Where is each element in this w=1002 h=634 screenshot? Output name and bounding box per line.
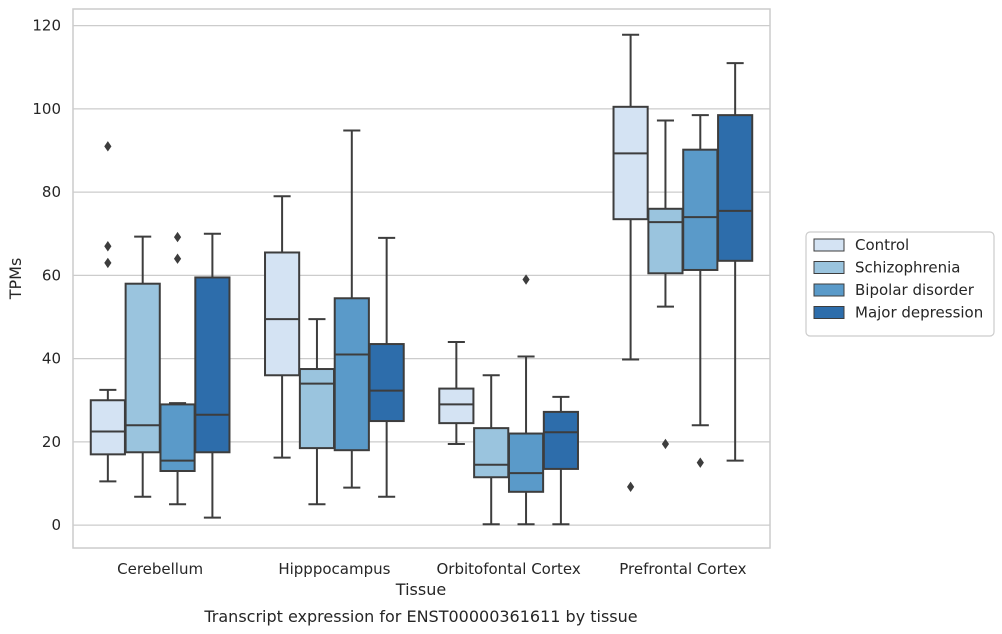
box-iqr bbox=[298, 368, 336, 450]
legend-swatch bbox=[813, 261, 845, 274]
box-iqr bbox=[542, 410, 579, 470]
y-tick-label: 40 bbox=[42, 350, 61, 368]
box-control bbox=[612, 33, 649, 493]
y-axis-label: TPMs bbox=[6, 258, 25, 301]
x-axis-label: Tissue bbox=[395, 580, 446, 599]
x-tick-label: Prefrontal Cortex bbox=[619, 560, 746, 578]
box-iqr bbox=[507, 432, 545, 493]
legend-frame bbox=[805, 231, 995, 337]
outlier-point bbox=[661, 438, 670, 450]
box-iqr bbox=[368, 343, 405, 423]
legend-label: Major depression bbox=[855, 304, 983, 322]
y-tick-label: 120 bbox=[32, 17, 61, 35]
legend-swatch bbox=[813, 283, 845, 297]
x-tick-label: Orbitofontal Cortex bbox=[437, 560, 581, 578]
outlier-point bbox=[104, 257, 112, 269]
box-major-depression bbox=[368, 236, 405, 498]
x-tick-labels: Cerebellum Hipppocampus Orbitofontal Corte… bbox=[117, 560, 746, 578]
box-iqr bbox=[333, 297, 370, 452]
box-major-depression bbox=[542, 395, 579, 526]
x-tick-label: Hipppocampus bbox=[278, 560, 390, 578]
box-schizophrenia bbox=[124, 235, 161, 498]
box-iqr bbox=[264, 251, 301, 377]
outlier-point bbox=[696, 457, 704, 468]
box-iqr bbox=[647, 207, 684, 275]
plot-frame bbox=[72, 8, 771, 549]
legend-swatch bbox=[813, 306, 845, 319]
box-schizophrenia bbox=[298, 318, 336, 506]
legend-label: Control bbox=[855, 236, 909, 254]
legend-label: Schizophrenia bbox=[855, 259, 960, 277]
box-iqr bbox=[89, 399, 126, 456]
chart-caption: Transcript expression for ENST0000036161… bbox=[203, 607, 637, 626]
box-iqr bbox=[612, 105, 649, 221]
box-iqr bbox=[438, 387, 475, 425]
outlier-point bbox=[173, 231, 182, 243]
box-control bbox=[89, 141, 126, 483]
box-schizophrenia bbox=[473, 374, 510, 526]
box-groups bbox=[89, 33, 754, 526]
box-bipolar-disorder bbox=[507, 274, 545, 526]
y-tick-labels: 0 20 40 60 80 100 120 bbox=[32, 17, 61, 534]
box-control bbox=[438, 340, 475, 445]
box-iqr bbox=[473, 427, 510, 479]
outlier-point bbox=[104, 241, 112, 252]
box-bipolar-disorder bbox=[682, 114, 719, 468]
box-iqr bbox=[124, 282, 161, 454]
legend-label: Bipolar disorder bbox=[855, 281, 975, 299]
outlier-point bbox=[173, 253, 182, 264]
box-schizophrenia bbox=[647, 119, 684, 450]
y-tick-label: 80 bbox=[42, 183, 61, 201]
x-tick-label: Cerebellum bbox=[117, 560, 203, 578]
y-tick-label: 60 bbox=[42, 266, 61, 284]
legend: Control Schizophrenia Bipolar disorder Majo… bbox=[805, 231, 995, 337]
box-major-depression bbox=[717, 62, 754, 462]
box-control bbox=[264, 195, 301, 459]
box-iqr bbox=[682, 148, 719, 271]
box-iqr bbox=[194, 276, 231, 454]
box-iqr bbox=[717, 114, 754, 262]
y-tick-label: 100 bbox=[32, 100, 61, 118]
box-bipolar-disorder bbox=[333, 129, 370, 489]
outlier-point bbox=[522, 274, 530, 285]
outlier-point bbox=[627, 481, 635, 493]
outlier-point bbox=[104, 141, 112, 152]
y-tick-label: 20 bbox=[42, 433, 61, 451]
box-bipolar-disorder bbox=[159, 231, 196, 506]
box-major-depression bbox=[194, 232, 231, 519]
legend-swatch bbox=[813, 238, 845, 252]
y-tick-label: 0 bbox=[51, 516, 61, 534]
